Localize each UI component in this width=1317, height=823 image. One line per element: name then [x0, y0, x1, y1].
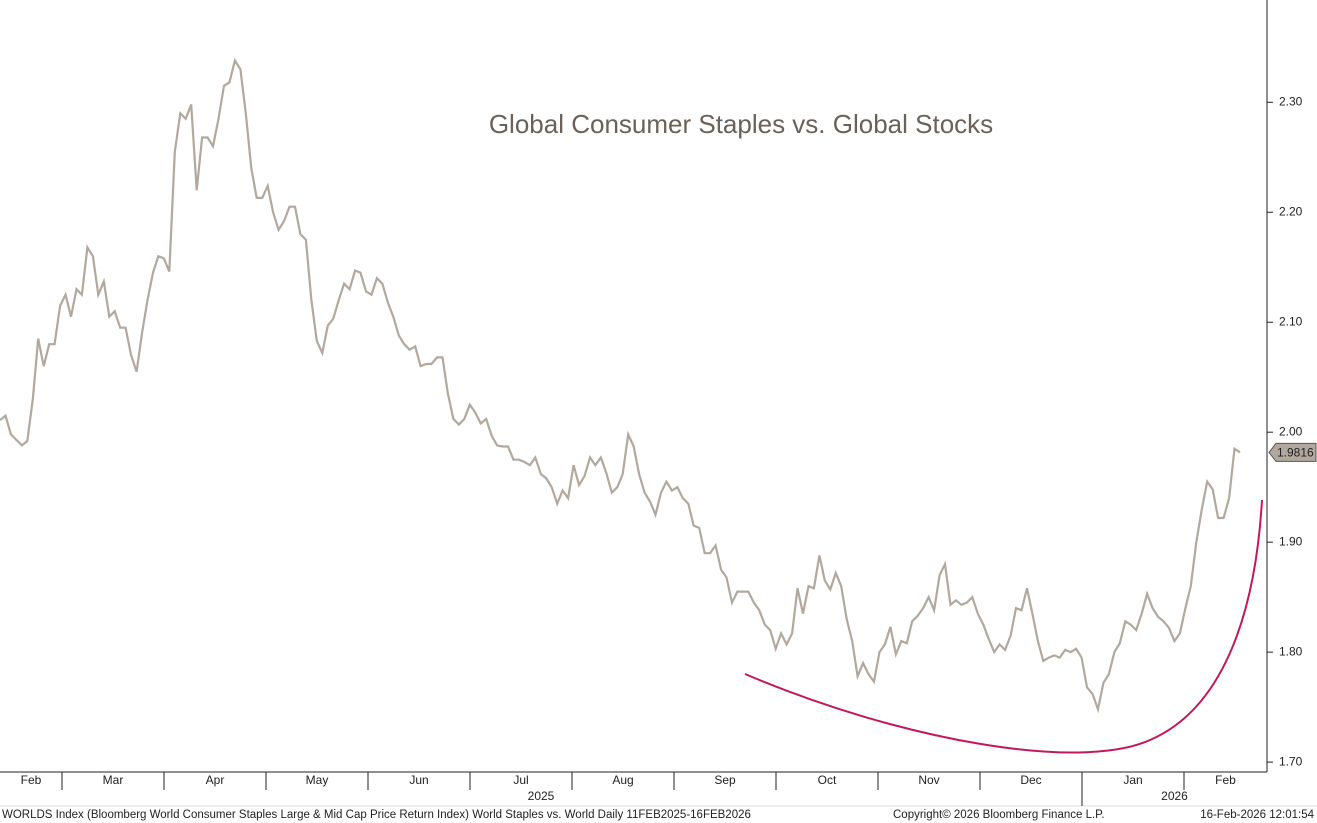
x-tick-label: Feb [1215, 773, 1236, 787]
x-tick-label: Apr [206, 773, 225, 787]
x-tick-label: Aug [612, 773, 633, 787]
year-label: 2026 [1161, 789, 1188, 803]
x-tick-label: Oct [818, 773, 837, 787]
x-tick-label: Mar [103, 773, 124, 787]
y-tick-label: 2.30 [1279, 94, 1303, 108]
x-tick-label: Jun [409, 773, 428, 787]
y-tick-label: 1.90 [1279, 534, 1303, 548]
last-value-label: 1.9816 [1277, 446, 1314, 460]
y-tick-label: 1.80 [1279, 644, 1303, 658]
x-tick-label: May [306, 773, 329, 787]
y-tick-label: 2.00 [1279, 424, 1303, 438]
x-tick-label: Dec [1020, 773, 1041, 787]
x-tick-label: Sep [714, 773, 736, 787]
chart-title: Global Consumer Staples vs. Global Stock… [489, 109, 993, 139]
x-tick-label: Jul [513, 773, 528, 787]
y-tick-label: 1.70 [1279, 754, 1303, 768]
trend-annotation [744, 499, 1263, 754]
data-line [0, 57, 1241, 714]
x-tick-label: Jan [1123, 773, 1142, 787]
y-tick-label: 2.10 [1279, 314, 1303, 328]
footer-copyright: Copyright© 2026 Bloomberg Finance L.P. [893, 809, 1105, 821]
footer-timestamp: 16-Feb-2026 12:01:54 [1200, 809, 1314, 821]
x-tick-label: Nov [918, 773, 939, 787]
last-value-tag [1268, 442, 1317, 462]
x-tick-label: Feb [21, 773, 42, 787]
year-label: 2025 [528, 789, 555, 803]
y-tick-label: 2.20 [1279, 204, 1303, 218]
footer-description: WORLDS Index (Bloomberg World Consumer S… [2, 809, 751, 821]
